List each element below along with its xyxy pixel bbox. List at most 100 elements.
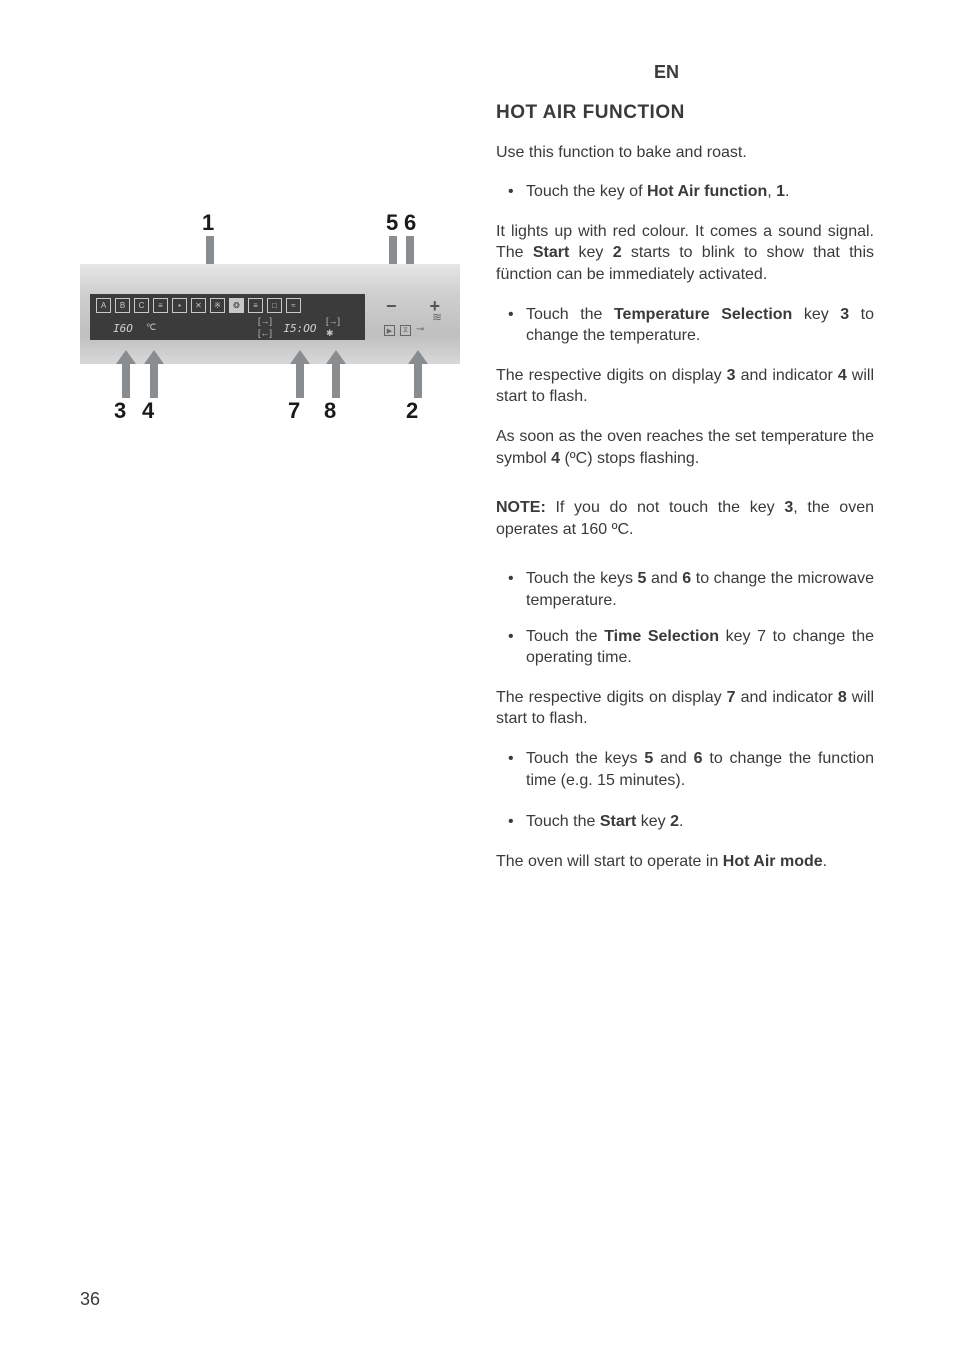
text: Touch the xyxy=(526,628,604,645)
text-column: HOT AIR FUNCTION Use this function to ba… xyxy=(496,100,874,890)
bold-text: Start xyxy=(600,813,636,830)
bold-text: 3 xyxy=(784,499,793,516)
callout-8: 8 xyxy=(324,398,336,424)
temperature-display: I6O xyxy=(106,320,140,336)
callout-4: 4 xyxy=(142,398,154,424)
mode-icon: ≡ xyxy=(153,298,168,313)
text: key xyxy=(636,813,670,830)
paragraph: The respective digits on display 7 and i… xyxy=(496,687,874,730)
text: The oven will start to operate in xyxy=(496,853,723,870)
bracket-icon: [→] xyxy=(258,316,272,326)
paragraph: It lights up with red colour. It comes a… xyxy=(496,221,874,286)
callout-7: 7 xyxy=(288,398,300,424)
start-icon: ▶ xyxy=(384,325,395,336)
note-paragraph: NOTE: If you do not touch the key 3, the… xyxy=(496,497,874,540)
callout-1: 1 xyxy=(202,210,214,236)
text: and xyxy=(646,570,682,587)
text: . xyxy=(785,183,789,200)
text: and indicator xyxy=(736,367,838,384)
lock-icon: ⧖ xyxy=(400,325,411,336)
text: (ºC) stops flashing. xyxy=(560,450,699,467)
bullet-list: Touch the keys 5 and 6 to change the fun… xyxy=(496,748,874,791)
bold-text: 1 xyxy=(776,183,785,200)
bold-text: Start xyxy=(533,244,569,261)
language-label: EN xyxy=(654,62,679,83)
intro-text: Use this function to bake and roast. xyxy=(496,142,874,164)
text: key xyxy=(792,306,840,323)
unit-icon: ℃ xyxy=(146,322,156,333)
minus-icon: − xyxy=(386,296,397,317)
paragraph: The respective digits on display 3 and i… xyxy=(496,365,874,408)
bracket-icon: [←] xyxy=(258,328,272,338)
mode-icon: C xyxy=(134,298,149,313)
list-item: Touch the keys 5 and 6 to change the fun… xyxy=(526,748,874,791)
bold-text: 2 xyxy=(613,244,622,261)
list-item: Touch the keys 5 and 6 to change the mic… xyxy=(526,568,874,611)
bold-text: 3 xyxy=(840,306,849,323)
control-panel-diagram: 1 5 6 A B xyxy=(80,210,460,440)
text: . xyxy=(679,813,683,830)
text: and xyxy=(653,750,693,767)
arrow-up-icon xyxy=(144,350,164,398)
bold-text: 7 xyxy=(727,689,736,706)
section-heading: HOT AIR FUNCTION xyxy=(496,100,874,126)
text: The respective digits on display xyxy=(496,689,727,706)
bold-text: 4 xyxy=(551,450,560,467)
diagram-column: 1 5 6 A B xyxy=(80,100,460,890)
arrow-up-icon xyxy=(290,350,310,398)
bold-text: 6 xyxy=(694,750,703,767)
list-item: Touch the Start key 2. xyxy=(526,811,874,833)
text: , xyxy=(767,183,776,200)
arrow-up-icon xyxy=(408,350,428,398)
arrow-up-icon xyxy=(326,350,346,398)
arrow-up-icon xyxy=(116,350,136,398)
text: The respective digits on display xyxy=(496,367,727,384)
bold-text: 8 xyxy=(838,689,847,706)
text: Touch the xyxy=(526,813,600,830)
callout-5: 5 xyxy=(386,210,398,236)
person-icon: ✱ xyxy=(326,328,334,339)
paragraph: The oven will start to operate in Hot Ai… xyxy=(496,851,874,873)
bold-text: Temperature Selection xyxy=(614,306,792,323)
bullet-list: Touch the Start key 2. xyxy=(496,811,874,833)
paragraph: As soon as the oven reaches the set temp… xyxy=(496,426,874,469)
mode-icon: ※ xyxy=(210,298,225,313)
mode-icon: B xyxy=(115,298,130,313)
bold-text: 4 xyxy=(838,367,847,384)
note-label: NOTE: xyxy=(496,499,546,516)
list-item: Touch the Temperature Selection key 3 to… xyxy=(526,304,874,347)
bold-text: Hot Air xyxy=(647,183,700,200)
steam-icon: ≋ xyxy=(432,310,442,324)
text: If you do not touch the key xyxy=(546,499,785,516)
list-item: Touch the Time Selection key 7 to change… xyxy=(526,626,874,669)
time-display: I5:OO xyxy=(278,320,322,336)
text: Touch the keys xyxy=(526,750,644,767)
mode-icon: ✕ xyxy=(191,298,206,313)
page-number: 36 xyxy=(80,1289,100,1310)
bold-text: Time Selection xyxy=(604,628,719,645)
mode-icon-active: ❂ xyxy=(229,298,244,313)
text: . xyxy=(823,853,827,870)
text: and indicator xyxy=(736,689,838,706)
bold-text: 6 xyxy=(682,570,691,587)
bullet-list: Touch the Temperature Selection key 3 to… xyxy=(496,304,874,347)
bold-text: 2 xyxy=(670,813,679,830)
bold-text: function xyxy=(704,183,767,200)
bold-text: Hot Air mode xyxy=(723,853,823,870)
bullet-list: Touch the key of Hot Air function, 1. xyxy=(496,181,874,203)
bracket-icon: [→] xyxy=(326,316,340,326)
bullet-list: Touch the keys 5 and 6 to change the mic… xyxy=(496,568,874,668)
mode-icon: A xyxy=(96,298,111,313)
key-icon: ⊸ xyxy=(416,324,424,335)
function-icons-row: A B C ≡ ▪ ✕ ※ ❂ ≡ □ ≈ xyxy=(96,298,301,313)
text: Touch the key of xyxy=(526,183,647,200)
callout-6: 6 xyxy=(404,210,416,236)
mode-icon: ≡ xyxy=(248,298,263,313)
text: Touch the xyxy=(526,306,614,323)
right-controls: − + ≋ ▶ ⧖ ⊸ xyxy=(380,294,450,340)
bold-text: 5 xyxy=(644,750,653,767)
callout-2: 2 xyxy=(406,398,418,424)
callout-3: 3 xyxy=(114,398,126,424)
text: key xyxy=(569,244,612,261)
manual-page: EN 1 5 6 xyxy=(0,0,954,1350)
